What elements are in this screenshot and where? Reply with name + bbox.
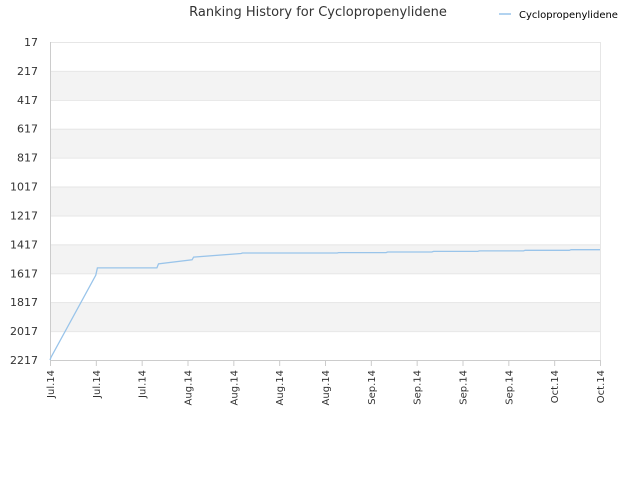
y-tick-label: 817: [17, 152, 38, 165]
legend-label: Cyclopropenylidene: [519, 10, 618, 21]
y-tick-label: 1417: [10, 238, 38, 251]
grid-bands: [50, 70, 600, 332]
x-tick-label: Sep.14: [413, 370, 424, 405]
y-tick-label: 1217: [10, 209, 38, 222]
x-tick-label: Sep.14: [367, 370, 378, 405]
series-layer: [49, 249, 600, 361]
y-tick-label: 1817: [10, 296, 38, 309]
x-tick-label: Aug.14: [275, 370, 286, 405]
chart-title: Ranking History for Cyclopropenylidene: [189, 5, 447, 20]
x-axis-ticks: Jul.14 Jul.14 Jul.14 Aug.14 Aug.14 Aug.14 Aug.…: [46, 360, 607, 405]
x-tick-label: Aug.14: [229, 370, 240, 405]
grid-band: [50, 302, 600, 332]
y-tick-label: 1617: [10, 267, 38, 280]
y-tick-label: 1017: [10, 181, 38, 194]
grid-band: [50, 70, 600, 100]
y-tick-label: 217: [17, 65, 38, 78]
x-tick-label: Aug.14: [321, 370, 332, 405]
x-tick-label: Oct.14: [596, 370, 607, 403]
x-tick-label: Sep.14: [504, 370, 515, 405]
y-tick-label: 417: [17, 94, 38, 107]
grid-band: [50, 186, 600, 216]
y-tick-label: 617: [17, 123, 38, 136]
y-tick-label: 2017: [10, 325, 38, 338]
x-tick-label: Jul.14: [46, 370, 57, 399]
x-tick-label: Sep.14: [459, 370, 470, 405]
x-tick-label: Oct.14: [550, 370, 561, 403]
grid-band: [50, 128, 600, 158]
grid-band: [50, 244, 600, 274]
y-axis-ticks: 17 217 417 617 817 1017 1217 1417 1617 1817 2017 22…: [10, 36, 38, 367]
y-tick-label: 17: [24, 36, 38, 49]
series-line: [49, 249, 600, 361]
x-tick-label: Jul.14: [138, 370, 149, 399]
legend: Cyclopropenylidene: [499, 10, 618, 21]
x-tick-label: Jul.14: [92, 370, 103, 399]
y-tick-label: 2217: [10, 354, 38, 367]
x-tick-label: Aug.14: [184, 370, 195, 405]
